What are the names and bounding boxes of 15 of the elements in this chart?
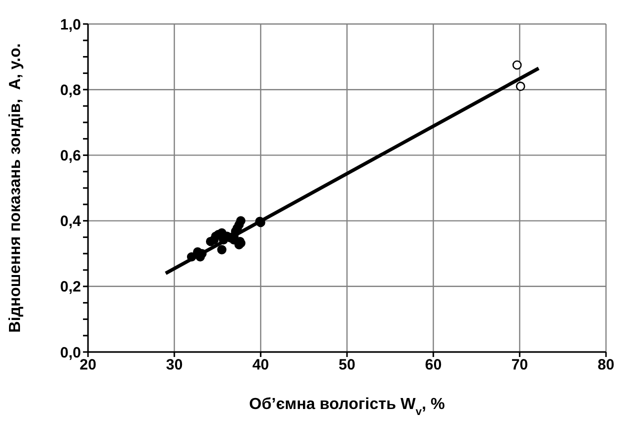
y-tick-label: 0,0 — [60, 344, 81, 362]
x-tick-label: 60 — [424, 356, 442, 374]
y-axis-title: Відношення показань зондів, A, у.о. — [7, 43, 24, 333]
y-tick-label: 0,6 — [60, 148, 81, 165]
x-tick-label: 50 — [338, 356, 356, 374]
x-tick-label: 30 — [166, 356, 183, 374]
y-tick-label: 1,0 — [60, 16, 81, 34]
y-tick-label: 0,8 — [60, 82, 81, 99]
y-tick-label: 0,2 — [60, 278, 81, 296]
x-tick-label: 40 — [252, 356, 270, 374]
y-tick-label: 0,4 — [60, 213, 82, 230]
x-tick-label: 80 — [598, 356, 614, 374]
x-axis-title: Об’ємна вологість W$_{v}$, % — [249, 396, 445, 418]
x-tick-label: 70 — [511, 356, 528, 374]
x-tick-label: 20 — [80, 356, 96, 374]
